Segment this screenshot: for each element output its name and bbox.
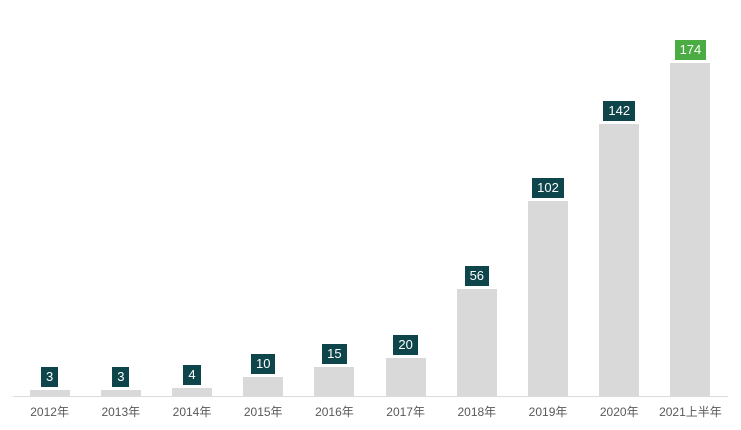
plot-area: 3 3 4 10 15 20 56 102 142 174 xyxy=(14,0,726,396)
bar-value-badge: 142 xyxy=(603,101,636,121)
bar-value-badge: 3 xyxy=(40,367,59,387)
bar xyxy=(100,390,141,396)
bar-column: 15 xyxy=(299,344,370,396)
bar-column: 3 xyxy=(85,367,156,396)
bar-column: 174 xyxy=(655,40,726,396)
x-axis-line xyxy=(13,396,728,397)
x-axis-tick-label: 2016年 xyxy=(315,405,354,419)
bar-value-badge: 20 xyxy=(393,335,418,355)
bar-column: 3 xyxy=(14,367,85,396)
bar-value-badge: 174 xyxy=(674,40,707,60)
bar-column: 142 xyxy=(584,101,655,396)
x-axis-tick-label: 2019年 xyxy=(528,405,568,419)
x-axis-tick-label: 2020年 xyxy=(599,405,639,419)
bar-column: 20 xyxy=(370,335,441,396)
bar xyxy=(243,377,284,396)
bar xyxy=(599,124,640,396)
bar-value-badge: 102 xyxy=(532,178,564,198)
bar xyxy=(670,63,711,396)
bar-column: 4 xyxy=(156,365,227,396)
bar-value-badge: 3 xyxy=(112,367,130,387)
x-axis-tick-label: 2014年 xyxy=(172,405,212,419)
bar xyxy=(385,358,426,396)
bar-column: 56 xyxy=(441,266,512,396)
x-axis-tick-label: 2015年 xyxy=(243,405,283,419)
bar xyxy=(314,367,355,396)
bar-value-badge: 56 xyxy=(464,266,490,286)
bar xyxy=(172,388,212,396)
x-axis-tick-label: 2012年 xyxy=(30,405,69,419)
x-axis-tick-label: 2017年 xyxy=(386,405,425,419)
x-axis-tick-label: 2018年 xyxy=(457,405,497,419)
bar-value-badge: 10 xyxy=(250,354,276,374)
bar-value-badge: 4 xyxy=(183,365,201,385)
bar xyxy=(528,201,569,396)
bar-value-badge: 15 xyxy=(322,344,347,364)
x-axis-tick-label: 2013年 xyxy=(101,405,141,419)
bar-column: 10 xyxy=(228,354,299,396)
x-axis-tick-labels: 2012年 2013年 2014年 2015年 2016年 2017年 2018… xyxy=(14,404,726,420)
x-axis-tick-label: 2021上半年 xyxy=(659,405,722,419)
bar-column: 102 xyxy=(512,178,583,396)
bar xyxy=(29,390,70,396)
bar xyxy=(456,289,497,396)
